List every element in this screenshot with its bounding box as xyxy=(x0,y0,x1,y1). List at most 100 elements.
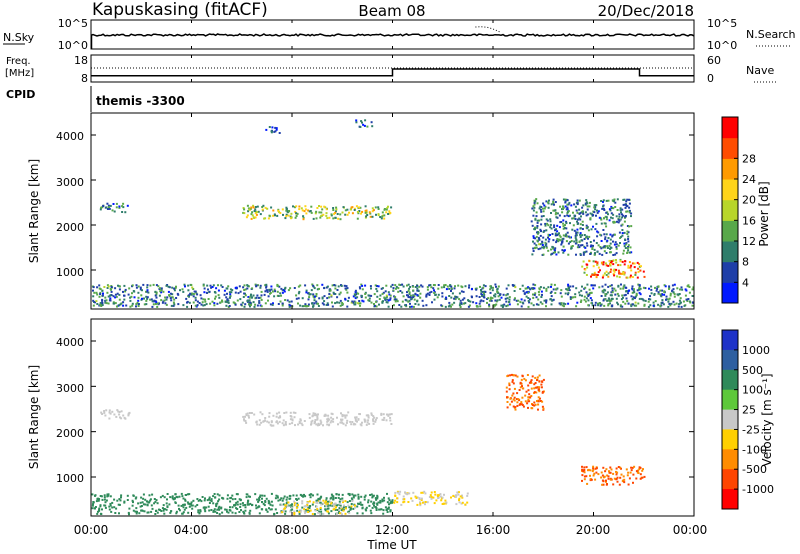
data-pixel xyxy=(330,412,333,415)
data-pixel xyxy=(187,294,190,297)
data-pixel xyxy=(160,287,163,290)
data-pixel xyxy=(505,287,508,290)
data-pixel xyxy=(619,304,622,307)
data-pixel xyxy=(614,206,617,208)
data-pixel xyxy=(109,299,112,302)
data-pixel xyxy=(270,508,273,511)
data-pixel xyxy=(360,495,363,498)
data-pixel xyxy=(283,290,286,293)
data-pixel xyxy=(213,304,216,307)
date-title: 20/Dec/2018 xyxy=(598,2,694,20)
data-pixel xyxy=(315,505,318,508)
data-pixel xyxy=(488,303,491,306)
data-pixel xyxy=(419,502,422,505)
data-pixel xyxy=(602,207,605,210)
data-pixel xyxy=(503,303,506,306)
data-pixel xyxy=(257,210,260,213)
data-pixel xyxy=(490,299,493,302)
data-pixel xyxy=(642,299,645,302)
data-pixel xyxy=(516,404,519,407)
data-pixel xyxy=(329,421,332,424)
data-pixel xyxy=(98,507,101,510)
data-pixel xyxy=(375,287,378,290)
data-pixel xyxy=(518,403,521,406)
station-title: Kapuskasing (fitACF) xyxy=(92,0,268,20)
data-pixel xyxy=(575,234,578,237)
data-pixel xyxy=(365,211,368,214)
data-pixel xyxy=(564,205,567,208)
data-pixel xyxy=(602,205,604,208)
data-pixel xyxy=(97,499,100,502)
data-pixel xyxy=(132,290,135,292)
data-pixel xyxy=(182,304,185,307)
colorbar-tick-label: 16 xyxy=(742,214,756,227)
data-pixel xyxy=(278,420,281,423)
data-pixel xyxy=(389,509,392,512)
data-pixel xyxy=(587,295,590,297)
data-pixel xyxy=(550,303,553,306)
data-pixel xyxy=(371,207,374,210)
data-pixel xyxy=(128,507,131,510)
data-pixel xyxy=(248,412,251,414)
data-pixel xyxy=(537,400,540,403)
data-pixel xyxy=(520,305,523,308)
data-pixel xyxy=(218,508,221,511)
data-pixel xyxy=(419,501,421,504)
data-pixel xyxy=(193,290,196,293)
data-pixel xyxy=(152,303,155,306)
data-pixel xyxy=(154,500,157,503)
data-pixel xyxy=(626,300,629,303)
data-pixel xyxy=(275,412,278,415)
data-pixel xyxy=(578,294,581,297)
data-pixel xyxy=(602,263,605,266)
data-pixel xyxy=(419,504,422,507)
data-pixel xyxy=(627,264,630,267)
data-pixel xyxy=(273,130,276,133)
data-pixel xyxy=(140,294,143,297)
data-pixel xyxy=(92,286,95,289)
data-pixel xyxy=(536,386,539,389)
data-pixel xyxy=(174,287,177,290)
data-pixel xyxy=(247,285,250,288)
data-pixel xyxy=(105,299,108,302)
power-data xyxy=(91,119,695,308)
data-pixel xyxy=(142,497,145,500)
data-pixel xyxy=(592,287,595,290)
data-pixel xyxy=(210,500,213,503)
freq-series xyxy=(91,68,694,77)
data-pixel xyxy=(243,511,245,514)
data-pixel xyxy=(533,387,536,390)
data-pixel xyxy=(562,198,565,201)
data-pixel xyxy=(264,501,267,504)
data-pixel xyxy=(281,422,284,425)
data-pixel xyxy=(616,292,619,295)
data-pixel xyxy=(135,284,138,287)
data-pixel xyxy=(460,290,463,293)
data-pixel xyxy=(619,305,622,308)
data-pixel xyxy=(560,289,563,292)
data-pixel xyxy=(414,495,417,498)
data-pixel xyxy=(507,284,510,287)
data-pixel xyxy=(315,300,318,303)
data-pixel xyxy=(394,284,397,287)
data-pixel xyxy=(461,286,464,289)
data-pixel xyxy=(631,285,634,288)
data-pixel xyxy=(506,293,509,296)
data-pixel xyxy=(436,296,439,299)
data-pixel xyxy=(264,500,267,502)
data-pixel xyxy=(621,294,624,297)
data-pixel xyxy=(476,305,479,308)
data-pixel xyxy=(144,498,147,501)
data-pixel xyxy=(101,413,104,415)
data-pixel xyxy=(243,419,246,422)
data-pixel xyxy=(387,497,390,500)
data-pixel xyxy=(255,504,257,507)
data-pixel xyxy=(339,291,342,294)
data-pixel xyxy=(668,302,671,305)
data-pixel xyxy=(302,495,305,498)
data-pixel xyxy=(617,244,620,247)
data-pixel xyxy=(599,304,602,307)
data-pixel xyxy=(166,493,169,495)
colorbar-tick-label: 8 xyxy=(742,256,749,269)
data-pixel xyxy=(407,294,410,297)
